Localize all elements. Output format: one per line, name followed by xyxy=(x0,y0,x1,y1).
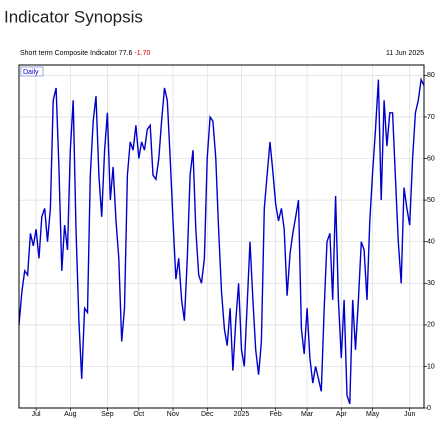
y-tick-label: 10 xyxy=(427,363,435,370)
x-tick-label: Nov xyxy=(167,411,180,418)
last-value: 77.6 xyxy=(119,50,133,57)
x-tick-label: 2025 xyxy=(234,411,250,418)
x-tick-label: Apr xyxy=(336,411,348,418)
plot-frame xyxy=(18,64,425,409)
legend-box xyxy=(20,66,44,77)
change: -1.70 xyxy=(134,50,150,57)
x-tick-label: Aug xyxy=(64,411,77,418)
x-tick-label: Oct xyxy=(133,411,144,418)
chart-header: Short term Composite Indicator 77.6 -1.7… xyxy=(20,50,150,57)
y-tick-label: 60 xyxy=(427,155,435,162)
legend-label: Daily xyxy=(23,69,39,76)
indicator-line xyxy=(18,77,425,405)
x-tick-label: Jun xyxy=(404,411,415,418)
chart-date: 11 Jun 2025 xyxy=(386,50,424,57)
y-tick-label: 30 xyxy=(427,280,435,287)
y-tick-label: 50 xyxy=(427,197,435,204)
chart-title: Short term Composite Indicator xyxy=(20,50,118,57)
x-tick-label: Jul xyxy=(32,411,41,418)
x-tick-label: May xyxy=(366,411,380,418)
page-title: Indicator Synopsis xyxy=(4,7,143,26)
y-tick-label: 70 xyxy=(427,114,435,121)
y-tick-label: 20 xyxy=(427,322,435,329)
y-tick-label: 0 xyxy=(427,405,431,412)
x-tick-label: Mar xyxy=(301,411,314,418)
x-tick-label: Feb xyxy=(270,411,282,418)
y-tick-label: 40 xyxy=(427,239,435,246)
x-tick-label: Sep xyxy=(101,411,114,418)
y-tick-label: 80 xyxy=(427,72,435,79)
x-tick-label: Dec xyxy=(201,411,214,418)
